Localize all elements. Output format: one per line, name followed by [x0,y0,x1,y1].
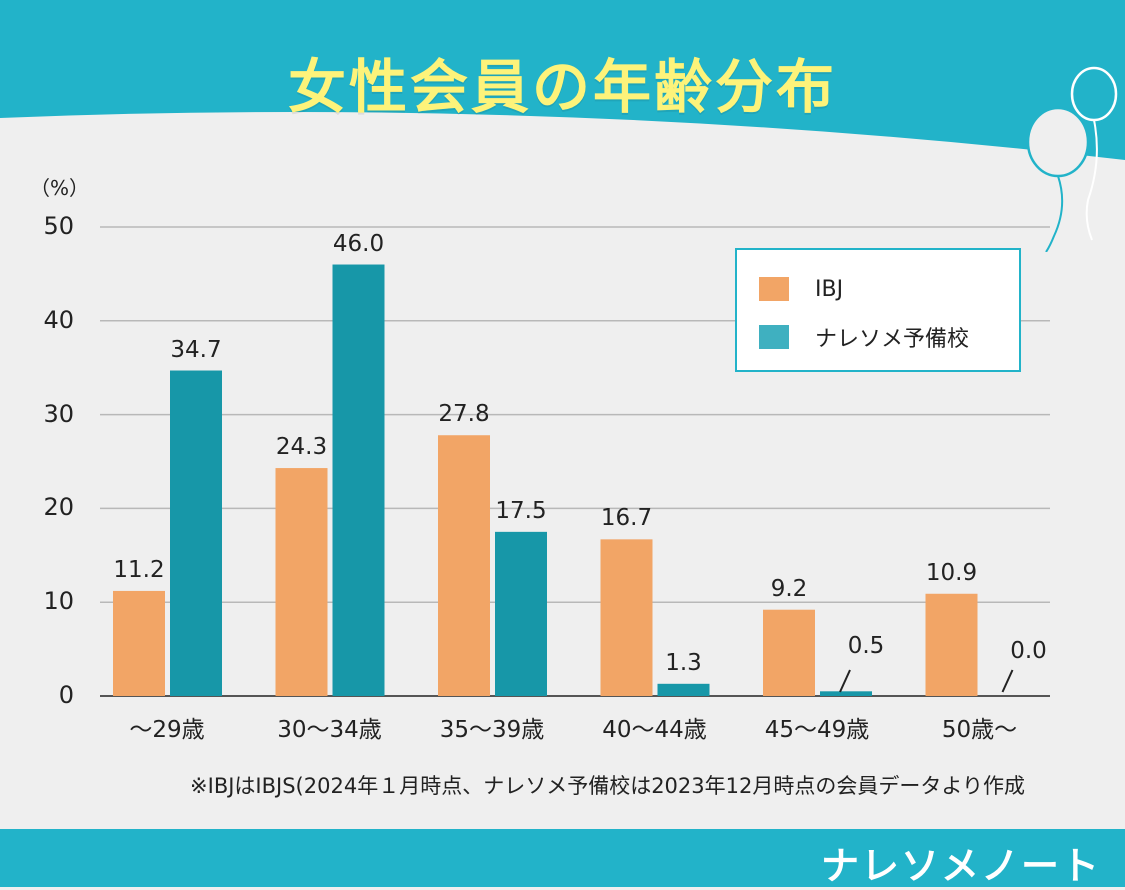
y-tick-label: 40 [43,305,74,334]
bar-ibj-3 [600,539,653,696]
x-tick-label: 30～34歳 [277,717,382,743]
bar-nareso-2 [495,531,547,696]
bar-nareso-0 [170,370,222,696]
y-tick-label: 30 [43,399,74,428]
bar-ibj-1 [275,468,328,696]
bar-nareso-4 [820,691,872,696]
legend-item-nareso: ナレソメ予備校 [759,322,969,352]
bar-nareso-3 [657,683,710,696]
data-label: 24.3 [275,434,328,461]
bar-ibj-4 [763,609,815,696]
x-tick-label: 40～44歳 [602,717,707,743]
chart-legend: IBJ ナレソメ予備校 [735,248,1021,372]
footer-band: ナレソメノート [0,829,1125,888]
bar-nareso-1 [332,264,385,696]
leader-line [839,669,851,693]
y-tick-label: 10 [43,587,74,616]
bar-ibj-2 [438,435,490,696]
legend-label-ibj: IBJ [815,276,844,302]
y-tick-label: 0 [58,681,74,709]
data-label: 34.7 [170,336,222,363]
legend-label-nareso: ナレソメ予備校 [815,327,970,352]
page-title: 女性会員の年齢分布 [287,53,837,121]
header-band [0,0,1125,160]
data-label: 17.5 [495,497,547,524]
legend-swatch-nareso [759,325,789,349]
bar-ibj-0 [113,590,165,696]
data-label: 46.0 [332,230,385,257]
data-label: 27.8 [438,401,490,428]
data-label: 0.0 [1010,638,1047,664]
leader-line [1001,669,1014,693]
y-tick-label: 20 [43,493,74,522]
legend-item-ibj: IBJ [759,274,843,304]
y-axis-unit: （%） [30,176,90,200]
data-label: 1.3 [665,649,702,676]
data-label: 16.7 [600,505,653,532]
x-tick-label: 45～49歳 [764,717,870,743]
data-label: 0.5 [847,633,885,660]
bar-chart [100,226,1050,697]
x-tick-label: 35～39歳 [439,717,545,743]
balloon-icon [1026,66,1118,252]
legend-swatch-ibj [759,277,789,301]
data-label: 11.2 [113,556,165,583]
header-background [0,0,1125,160]
data-label: 9.2 [770,575,808,602]
brand-logo: ナレソメノート [820,844,1101,888]
bar-ibj-5 [925,593,978,696]
y-tick-label: 50 [43,212,74,240]
source-note: ※IBJはIBJS(2024年１月時点、ナレソメ予備校は2023年12月時点の会… [190,774,1025,798]
data-label: 10.9 [925,559,978,586]
x-tick-label: ～29歳 [129,717,205,743]
x-tick-label: 50歳～ [941,717,1018,743]
